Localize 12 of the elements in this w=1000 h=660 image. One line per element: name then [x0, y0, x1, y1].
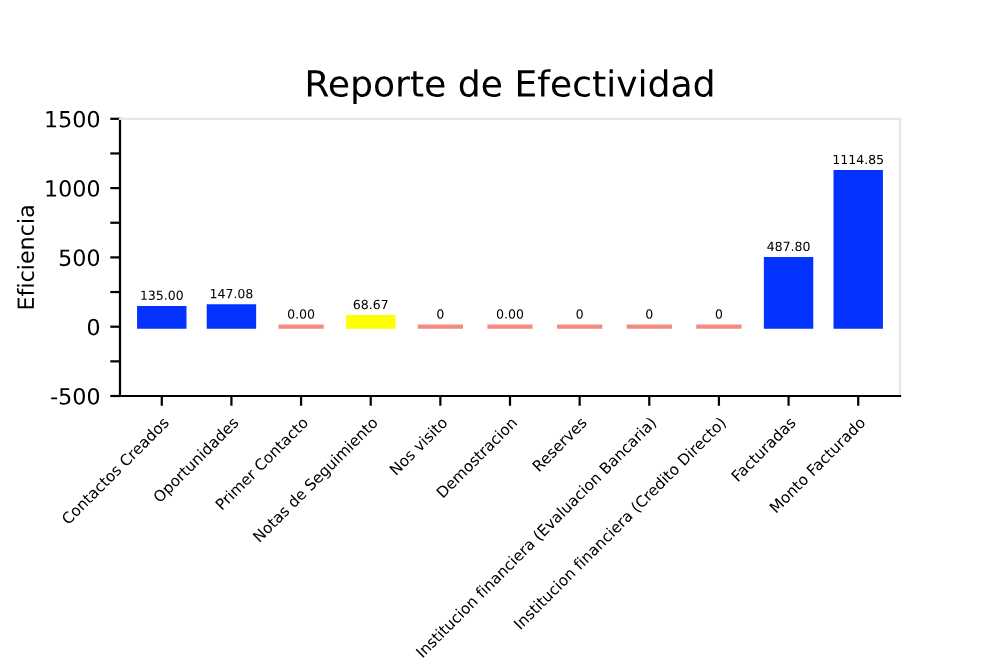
bar — [345, 315, 396, 329]
y-tick-label: -500 — [51, 387, 100, 405]
y-tick-label: 1500 — [46, 110, 100, 128]
bar — [763, 257, 814, 329]
y-tick-label: 1000 — [46, 180, 100, 197]
bar — [206, 304, 257, 329]
chart-title: Reporte de Efectividad — [307, 69, 713, 105]
bar — [833, 170, 883, 329]
y-axis-title: Eficiencia — [16, 206, 35, 309]
y-tick-label: 0 — [87, 318, 100, 336]
bar — [137, 305, 187, 329]
y-tick-label: 500 — [59, 249, 100, 267]
